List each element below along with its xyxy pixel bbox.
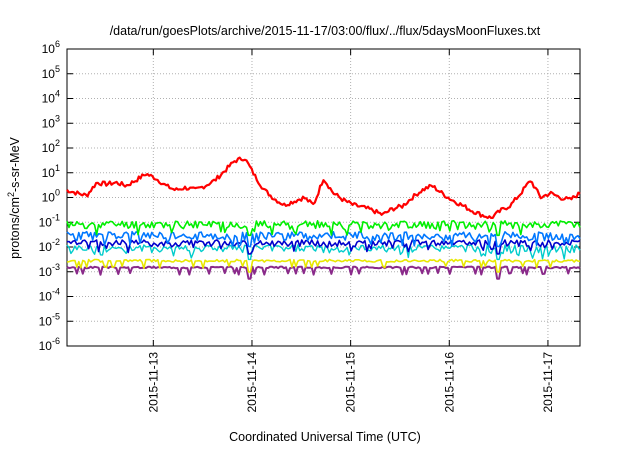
x-tick-label: 2015-11-17 (541, 352, 555, 413)
y-tick-label: 10-5 (39, 311, 60, 328)
y-tick-label: 10-6 (39, 336, 60, 353)
y-axis-label-sup: 2 (6, 192, 16, 197)
y-tick-label: 104 (42, 89, 60, 106)
grid-lines (67, 49, 580, 346)
x-tick-label: 2015-11-14 (245, 352, 259, 413)
series-line (66, 244, 581, 261)
y-tick-label: 100 (42, 188, 60, 205)
y-tick-label: 106 (42, 39, 60, 56)
y-tick-label: 103 (42, 113, 60, 130)
y-tick-label: 102 (42, 138, 60, 155)
x-tick-label: 2015-11-13 (146, 352, 160, 413)
y-axis-label-post: -s-sr-MeV (8, 136, 22, 192)
y-tick-label: 10-4 (39, 287, 60, 304)
x-tick-label: 2015-11-15 (344, 352, 358, 413)
plot-frame (66, 48, 581, 347)
series-line (66, 230, 581, 248)
y-tick-label: 10-1 (39, 212, 60, 229)
series-line (66, 220, 581, 237)
y-axis-label-pre: protons/cm (8, 197, 22, 259)
x-tick-label: 2015-11-16 (442, 352, 456, 413)
series-line (66, 239, 581, 255)
y-tick-label: 105 (42, 64, 60, 81)
series-line (66, 265, 581, 280)
series-line (66, 156, 581, 220)
series-group (66, 156, 581, 280)
y-tick-label: 101 (42, 163, 60, 180)
x-axis-label: Coordinated Universal Time (UTC) (229, 430, 421, 444)
series-line (66, 258, 581, 273)
y-tick-label: 10-3 (39, 262, 60, 279)
y-axis-label: protons/cm2-s-sr-MeV (6, 136, 22, 258)
axis-ticks: 10-6 10-5 10-4 10-3 10-2 10-1 100 101 102 103 104 1… (39, 39, 580, 413)
chart-title: /data/run/goesPlots/archive/2015-11-17/0… (110, 24, 541, 38)
y-tick-label: 10-2 (39, 237, 60, 254)
